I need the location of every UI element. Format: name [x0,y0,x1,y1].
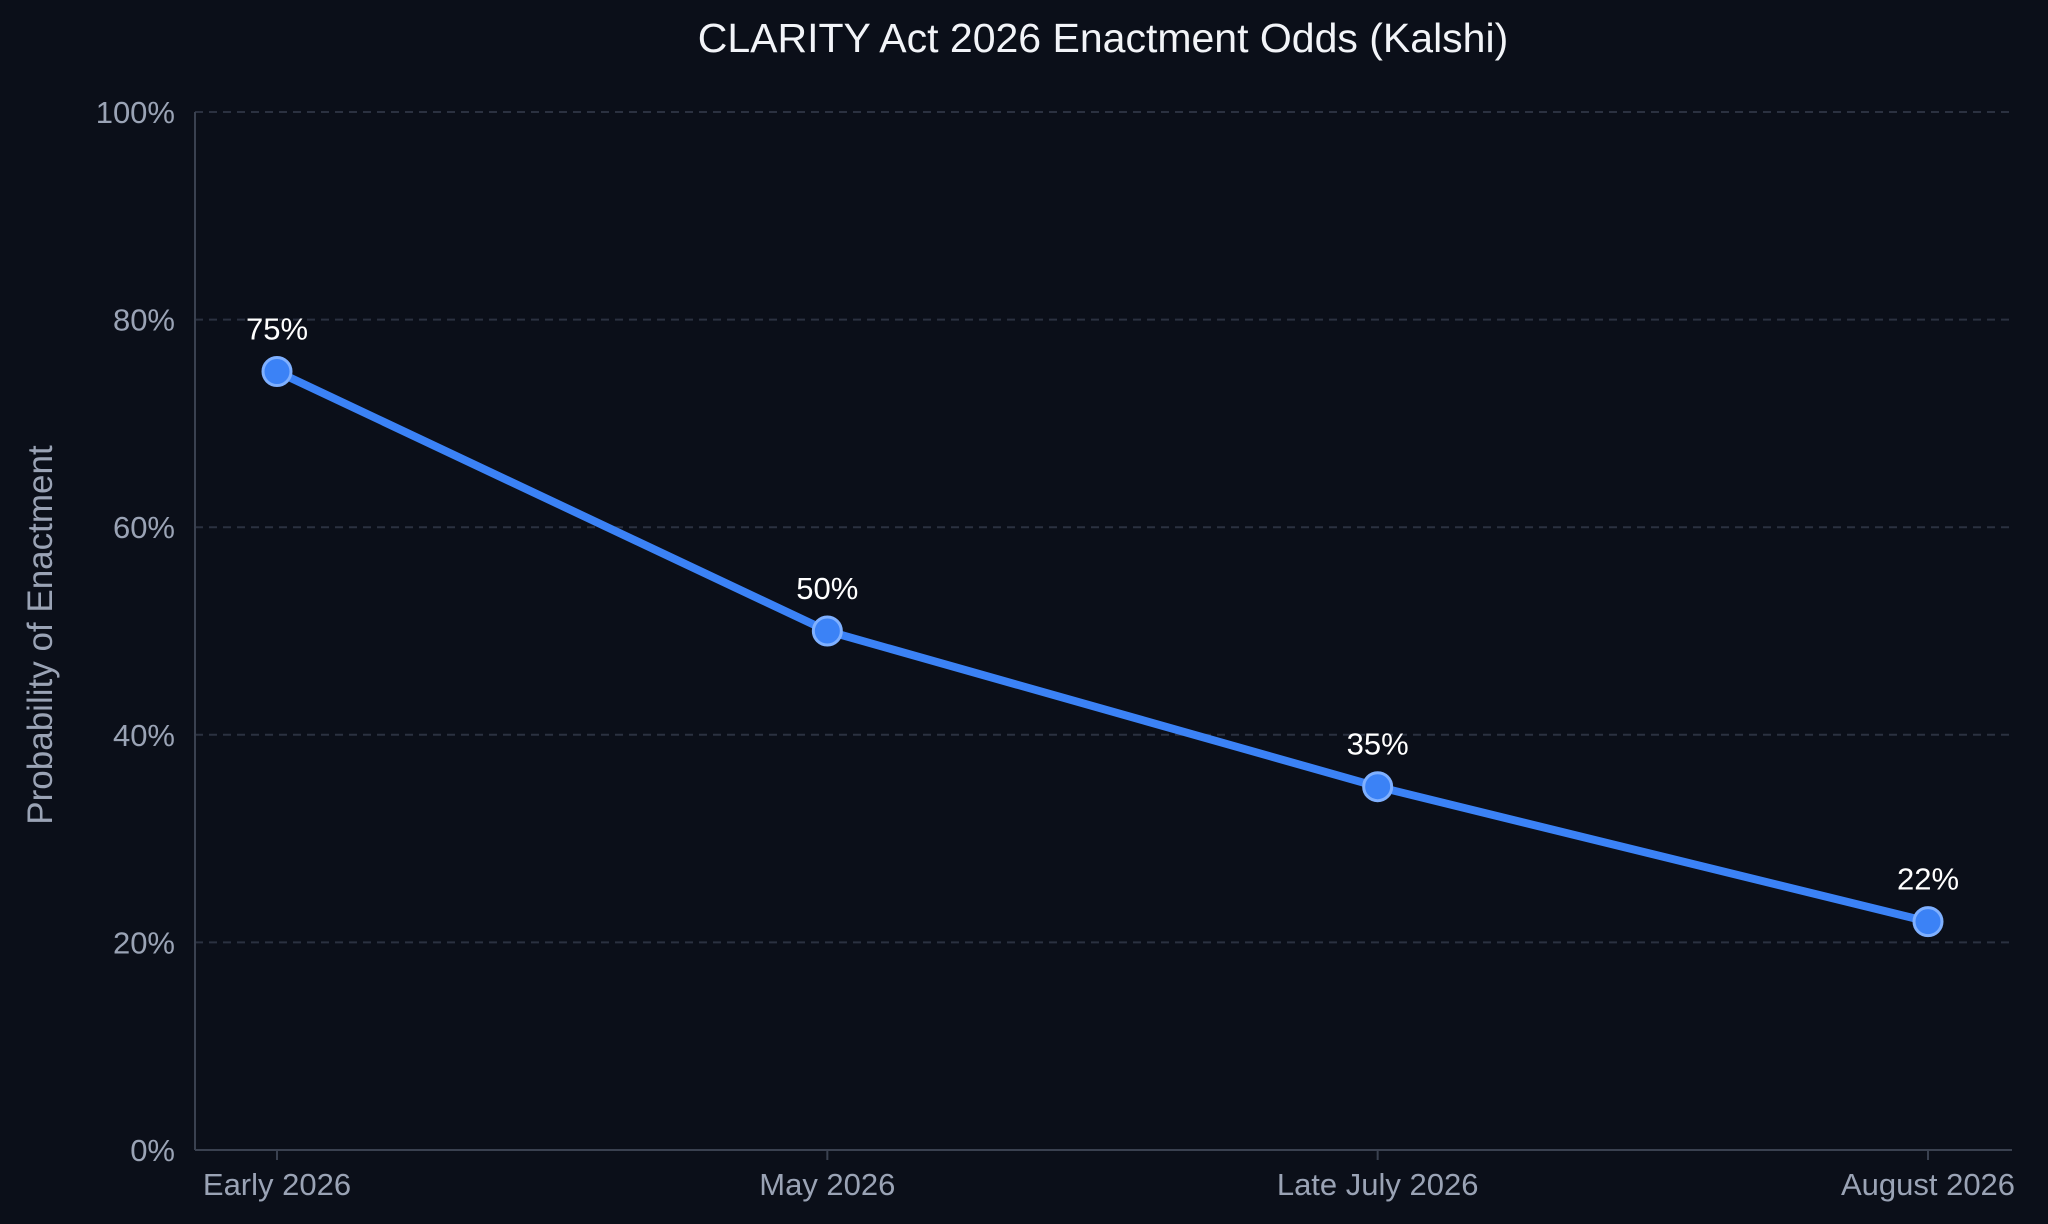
x-tick-label: August 2026 [1841,1167,2015,1202]
y-tick-label: 100% [96,95,175,130]
x-tick-label: Late July 2026 [1277,1167,1479,1202]
data-label: 22% [1897,862,1959,897]
y-axis-label: Probability of Enactment [21,445,60,825]
y-tick-label: 20% [113,925,175,960]
data-label: 35% [1347,727,1409,762]
y-tick-label: 80% [113,303,175,338]
data-point [811,615,843,647]
data-point [1912,906,1944,938]
data-labels: 75% 50% 35% 22% [246,312,1959,897]
y-tick-label: 40% [113,718,175,753]
data-point [1362,771,1394,803]
chart-title: CLARITY Act 2026 Enactment Odds (Kalshi) [698,15,1509,61]
data-label: 75% [246,312,308,347]
grid-lines [195,111,2012,944]
axes [194,112,2012,1160]
data-point [261,356,293,387]
x-tick-labels: Early 2026 May 2026 Late July 2026 August 2… [203,1167,2015,1202]
y-tick-labels: 0% 20% 40% 60% 80% 100% [96,95,175,1168]
x-tick-label: Early 2026 [203,1167,351,1202]
data-label: 50% [796,571,858,606]
x-tick-label: May 2026 [759,1167,895,1202]
y-tick-label: 0% [130,1133,175,1168]
series-enactment-odds [261,356,1944,938]
series-line [273,367,1932,926]
y-tick-label: 60% [113,510,175,545]
